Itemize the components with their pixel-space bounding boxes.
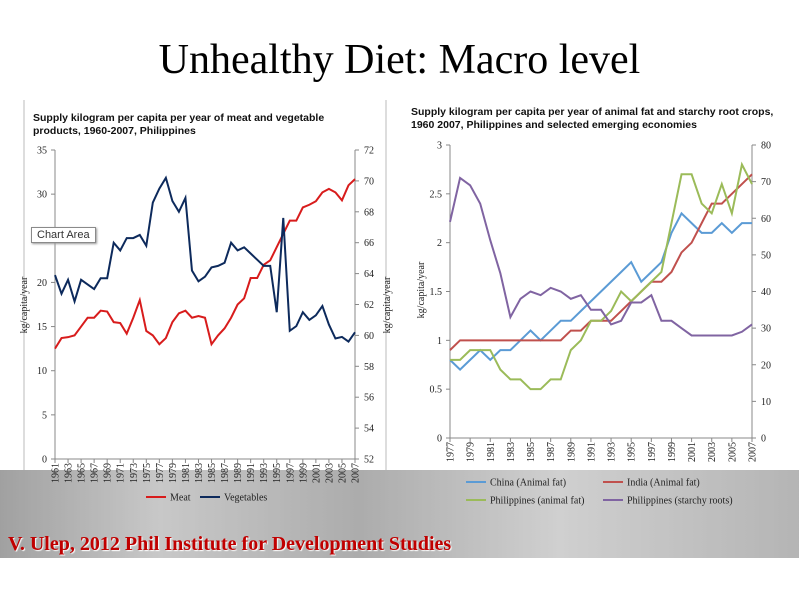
x-tick-label: 2005	[727, 442, 738, 462]
x-tick-label: 1989	[566, 442, 577, 462]
y2-tick-label: 30	[761, 324, 771, 335]
y2-tick-label: 54	[364, 424, 374, 435]
x-tick-label: 2005	[337, 463, 348, 483]
y2-tick-label: 68	[364, 207, 374, 218]
series-line	[450, 161, 753, 391]
x-tick-label: 1999	[298, 463, 309, 483]
x-tick-label: 1967	[90, 463, 101, 483]
tooltip: Chart Area	[31, 227, 96, 243]
photo-strip-overlay	[0, 470, 799, 558]
y2-tick-label: 60	[761, 214, 771, 225]
y2-tick-label: 72	[364, 146, 374, 157]
y2-tick-label: 60	[364, 331, 374, 342]
y2-tick-label: 62	[364, 300, 374, 311]
y-tick-label: 5	[42, 410, 47, 421]
chart-title: Supply kilogram per capita per year of m…	[33, 112, 325, 137]
y2-tick-label: 20	[761, 360, 771, 371]
x-tick-label: 1969	[103, 463, 114, 483]
x-tick-label: 1973	[129, 463, 140, 483]
x-tick-label: 1995	[272, 463, 283, 483]
x-tick-label: 1991	[246, 463, 257, 483]
slide-title: Unhealthy Diet: Macro level	[158, 37, 641, 83]
y2-tick-label: 80	[761, 141, 771, 152]
x-tick-label: 1961	[51, 463, 62, 483]
y2-tick-label: 52	[364, 455, 374, 466]
y2-tick-label: 58	[364, 362, 374, 373]
x-tick-label: 1997	[647, 442, 658, 462]
x-tick-label: 1979	[466, 442, 477, 462]
legend-label: Philippines (animal fat)	[490, 496, 584, 507]
series-line	[449, 176, 753, 337]
x-tick-label: 1987	[220, 463, 231, 483]
x-tick-label: 2001	[687, 442, 698, 462]
y2-tick-label: 66	[364, 238, 374, 249]
y2-tick-label: 64	[364, 269, 374, 280]
legend-label: India (Animal fat)	[627, 478, 700, 489]
y-tick-label: 2.5	[430, 189, 443, 200]
y-tick-label: 3	[437, 141, 442, 152]
x-tick-label: 1993	[607, 442, 618, 462]
y-tick-label: 20	[37, 278, 47, 289]
x-tick-label: 1993	[259, 463, 270, 483]
x-tick-label: 1983	[506, 442, 517, 462]
y-tick-label: 0	[42, 455, 47, 466]
photo-strip	[0, 470, 799, 558]
y2-tick-label: 50	[761, 250, 771, 261]
x-tick-label: 1997	[285, 463, 296, 483]
x-tick-label: 2007	[748, 442, 759, 462]
y2-tick-label: 40	[761, 287, 771, 298]
y2-axis-label: kg/capita/year	[382, 276, 393, 333]
y-tick-label: 30	[37, 190, 47, 201]
x-tick-label: 2007	[351, 463, 362, 483]
y-tick-label: 1.5	[430, 287, 443, 298]
x-tick-label: 1965	[77, 463, 88, 483]
x-tick-label: 1987	[546, 442, 557, 462]
legend-label: Vegetables	[224, 493, 267, 504]
y2-tick-label: 10	[761, 397, 771, 408]
x-tick-label: 1985	[526, 442, 537, 462]
x-tick-label: 1989	[233, 463, 244, 483]
y-tick-label: 1	[437, 336, 442, 347]
y2-tick-label: 70	[364, 176, 374, 187]
x-tick-label: 1985	[207, 463, 218, 483]
x-tick-label: 1983	[194, 463, 205, 483]
x-tick-label: 1971	[116, 463, 127, 483]
x-tick-label: 1999	[667, 442, 678, 462]
series-line	[54, 175, 356, 343]
x-tick-label: 1977	[155, 463, 166, 483]
legend-label: China (Animal fat)	[490, 478, 566, 489]
x-tick-label: 1991	[586, 442, 597, 462]
y-axis-label: kg/capita/year	[19, 276, 30, 333]
chart-title: Supply kilogram per capita per year of a…	[411, 106, 774, 131]
legend-label: Philippines (starchy roots)	[627, 496, 733, 507]
x-tick-label: 2003	[324, 463, 335, 483]
x-tick-label: 1981	[181, 463, 192, 483]
x-tick-label: 2003	[707, 442, 718, 462]
y-tick-label: 0.5	[430, 385, 443, 396]
y2-tick-label: 0	[761, 434, 766, 445]
y-tick-label: 10	[37, 366, 47, 377]
y-tick-label: 15	[37, 322, 47, 333]
footer: V. Ulep, 2012 Phil Institute for Develop…	[8, 533, 452, 555]
x-tick-label: 1995	[627, 442, 638, 462]
y-axis-label: kg/capita/year	[416, 261, 427, 318]
series-line	[449, 173, 753, 351]
y2-tick-label: 56	[364, 393, 374, 404]
x-tick-label: 1963	[64, 463, 75, 483]
x-tick-label: 2001	[311, 463, 322, 483]
y-tick-label: 35	[37, 146, 47, 157]
series-line	[449, 211, 752, 372]
y2-tick-label: 70	[761, 177, 771, 188]
x-tick-label: 1977	[446, 442, 457, 462]
y-tick-label: 2	[437, 238, 442, 249]
series-line	[54, 178, 356, 350]
y-tick-label: 0	[437, 434, 442, 445]
legend-label: Meat	[170, 493, 191, 504]
x-tick-label: 1979	[168, 463, 179, 483]
x-tick-label: 1975	[142, 463, 153, 483]
x-tick-label: 1981	[486, 442, 497, 462]
